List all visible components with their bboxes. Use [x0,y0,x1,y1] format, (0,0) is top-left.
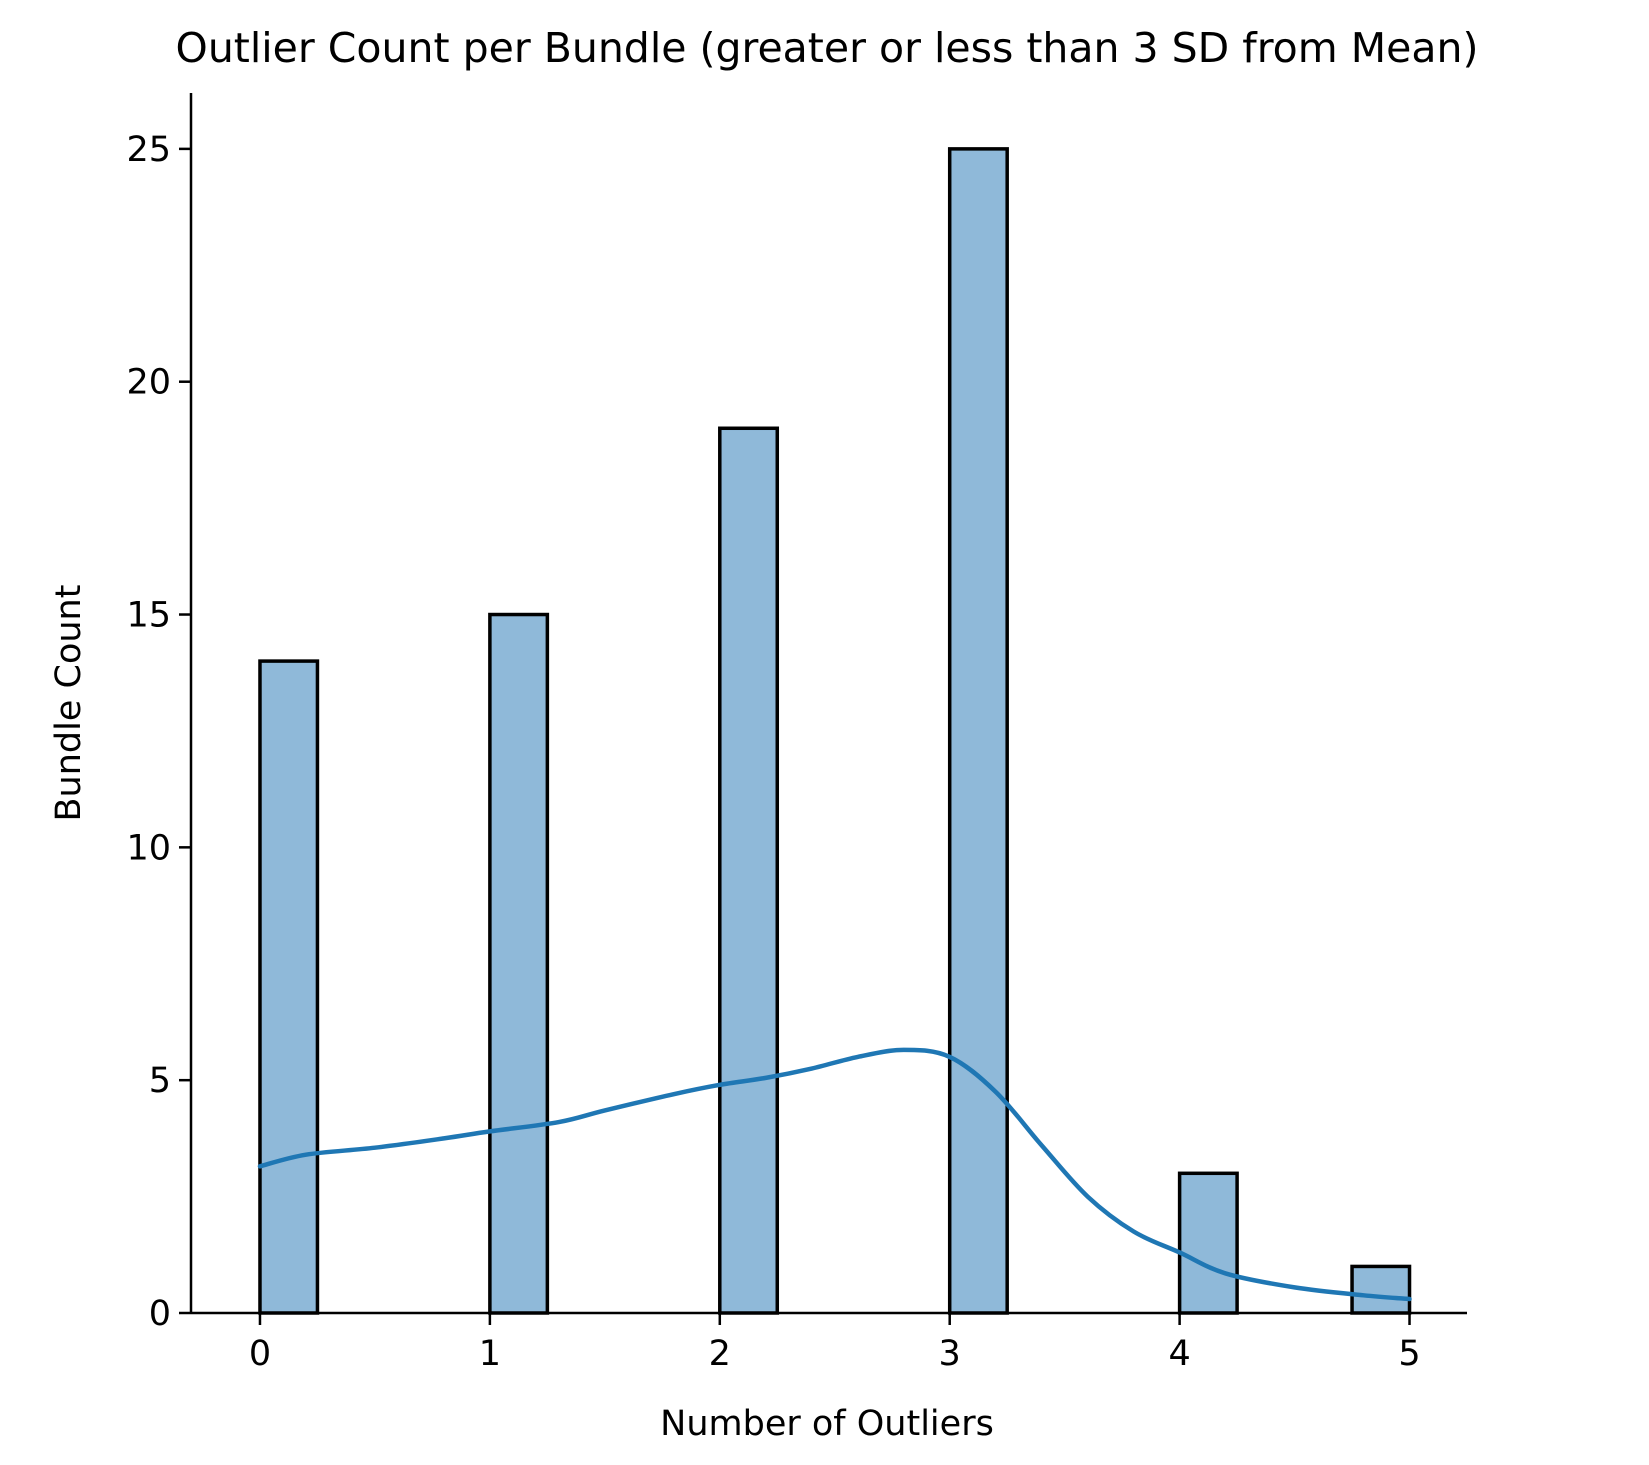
x-tick-label: 4 [1168,1334,1190,1374]
kde-curve [257,1047,1412,1302]
histogram-bar-4 [1177,1171,1239,1315]
bars-layer [258,147,1412,1315]
x-tick-label: 3 [939,1334,961,1374]
x-tick-label: 5 [1398,1334,1420,1374]
histogram-bar-1 [488,612,550,1315]
x-tick-label: 2 [709,1334,731,1374]
y-tick-label: 20 [126,363,171,403]
y-tick-label: 5 [149,1061,171,1101]
x-tick-label: 1 [479,1334,501,1374]
kde-layer [257,1047,1412,1302]
histogram-bar-5 [1350,1264,1412,1315]
histogram-bar-0 [258,659,320,1315]
y-tick-label: 0 [149,1294,171,1334]
histogram-bar-2 [718,426,780,1315]
y-tick-label: 25 [126,130,171,170]
y-tick-label: 10 [126,828,171,868]
axes-layer: 0 1 2 3 4 5 0 5 10 15 20 25 [126,93,1467,1374]
x-axis-label: Number of Outliers [660,1404,994,1444]
y-axis-label: Bundle Count [49,585,89,822]
x-tick-label: 0 [249,1334,271,1374]
histogram-bar-3 [947,147,1009,1315]
chart-title: Outlier Count per Bundle (greater or les… [176,24,1479,72]
y-tick-label: 15 [126,596,171,636]
